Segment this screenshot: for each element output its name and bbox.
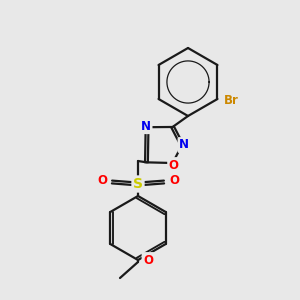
Text: O: O xyxy=(169,158,178,172)
Text: O: O xyxy=(97,173,107,187)
Text: N: N xyxy=(179,139,189,152)
Text: Br: Br xyxy=(224,94,239,107)
Text: O: O xyxy=(143,254,153,266)
Text: N: N xyxy=(141,120,151,133)
Text: O: O xyxy=(169,173,179,187)
Text: S: S xyxy=(133,177,143,191)
